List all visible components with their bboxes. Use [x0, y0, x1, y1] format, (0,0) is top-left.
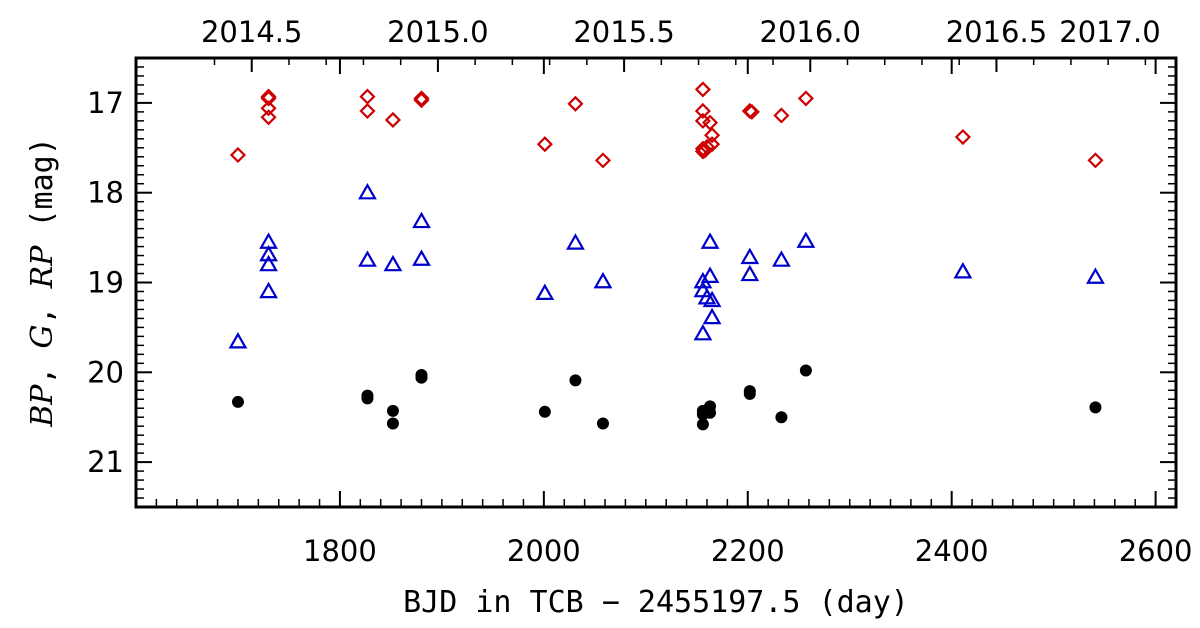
rp-point-diamond — [359, 88, 376, 105]
y-tick-label: 19 — [87, 266, 124, 300]
x-tick-label: 2600 — [1119, 534, 1193, 568]
data-points — [228, 81, 1105, 431]
bp-point-triangle — [383, 254, 403, 272]
bp-point-triangle — [700, 232, 720, 249]
g-point-circle — [799, 364, 812, 377]
bp-point-triangle — [412, 211, 431, 229]
bp-point-triangle — [693, 271, 713, 289]
y-axis-label-part: G — [25, 324, 60, 348]
y-tick-label: 21 — [87, 445, 124, 479]
bp-point-triangle — [593, 271, 613, 289]
rp-point-diamond — [704, 136, 721, 153]
g-point-circle — [696, 418, 709, 431]
g-point-circle — [1089, 401, 1102, 414]
bp-point-triangle — [740, 264, 760, 282]
rp-point-diamond — [797, 90, 814, 107]
y-axis-label-part: , — [25, 288, 60, 324]
rp-point-diamond — [1087, 152, 1104, 169]
top-year-label: 2015.5 — [573, 15, 674, 49]
rp-point-diamond — [384, 111, 401, 129]
rp-point-diamond — [260, 90, 277, 107]
bp-point-triangle — [358, 250, 377, 267]
g-point-circle — [743, 387, 756, 400]
bp-point-triangle — [772, 250, 791, 267]
bp-point-triangle — [953, 262, 973, 279]
bp-point-triangle — [259, 254, 278, 272]
rp-point-diamond — [413, 90, 430, 107]
rp-point-diamond — [260, 100, 277, 117]
g-point-circle — [231, 395, 244, 408]
bp-point-triangle — [535, 283, 555, 301]
plot-frame — [134, 56, 1178, 509]
rp-point-diamond — [704, 127, 721, 144]
x-tick-label: 2200 — [711, 534, 785, 568]
top-year-label: 2014.5 — [201, 15, 302, 49]
bp-point-triangle — [700, 266, 720, 283]
x-tick-label: 2400 — [915, 534, 989, 568]
bp-point-triangle — [740, 247, 760, 265]
bp-point-triangle — [358, 182, 377, 200]
bp-point-triangle — [259, 244, 278, 262]
y-tick-label: 17 — [87, 86, 124, 120]
x-axis-label: BJD in TCB − 2455197.5 (day) — [403, 585, 909, 620]
rp-point-diamond — [260, 109, 277, 126]
y-axis-label: BP, G, RP (mag) — [25, 137, 60, 428]
g-point-circle — [569, 374, 582, 387]
bp-point-triangle — [1086, 267, 1105, 284]
top-year-label: 2016.0 — [760, 15, 861, 49]
g-point-circle — [704, 406, 717, 419]
y-tick-label: 20 — [87, 355, 124, 389]
x-tick-label: 2000 — [507, 534, 581, 568]
top-year-label: 2017.0 — [1059, 15, 1160, 49]
bp-point-triangle — [412, 249, 431, 266]
g-point-circle — [538, 405, 551, 418]
g-point-circle — [361, 392, 374, 405]
x-tick-label: 1800 — [303, 534, 377, 568]
rp-point-diamond — [413, 92, 430, 109]
rp-point-diamond — [594, 152, 612, 169]
g-point-circle — [775, 411, 788, 424]
g-point-circle — [415, 371, 428, 384]
g-point-circle — [596, 417, 609, 430]
y-axis-label-part: RP — [25, 245, 60, 290]
y-axis-label-part: , — [25, 348, 60, 384]
rp-point-diamond — [359, 102, 376, 120]
rp-point-diamond — [229, 146, 247, 164]
rp-point-diamond — [536, 136, 553, 153]
g-point-circle — [386, 404, 399, 417]
bp-point-triangle — [702, 307, 722, 325]
rp-point-diamond — [954, 128, 971, 146]
rp-point-diamond — [694, 81, 711, 98]
rp-point-diamond — [567, 95, 584, 112]
bp-point-triangle — [702, 290, 722, 308]
top-year-label: 2015.0 — [387, 15, 488, 49]
y-axis-label-part: BP — [25, 384, 60, 428]
y-tick-label: 18 — [87, 176, 124, 210]
tick-labels: 1800 2000 2200 2400 2600 2014.5 2015.0 2015.5 20… — [87, 15, 1192, 568]
rp-point-diamond — [701, 114, 719, 131]
rp-point-diamond — [694, 102, 711, 120]
bp-point-triangle — [228, 332, 248, 349]
bp-point-triangle — [566, 233, 585, 250]
g-point-circle — [386, 417, 399, 430]
bp-point-triangle — [693, 323, 713, 341]
bp-point-triangle — [259, 281, 278, 299]
rp-point-diamond — [698, 138, 716, 155]
top-year-label: 2016.5 — [946, 15, 1047, 49]
rp-point-diamond — [743, 103, 760, 120]
rp-point-diamond — [773, 107, 790, 124]
y-axis-label-part: (mag) — [25, 137, 60, 245]
bp-point-triangle — [796, 231, 816, 248]
axis-ticks — [136, 57, 1177, 508]
